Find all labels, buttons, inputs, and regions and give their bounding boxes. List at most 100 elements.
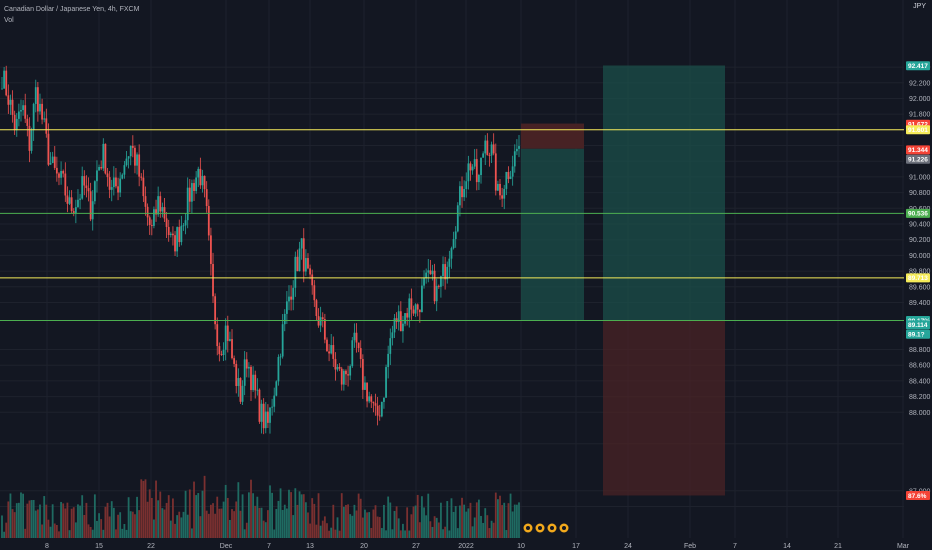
candle-body <box>161 207 164 212</box>
candle-body <box>207 206 210 236</box>
candle-body <box>383 397 385 402</box>
candle-body <box>364 382 366 390</box>
time-axis-panel[interactable] <box>0 538 932 550</box>
symbol-title[interactable]: Canadian Dollar / Japanese Yen, 4h, FXCM <box>4 6 140 13</box>
volume-bar <box>148 489 151 538</box>
volume-bar <box>216 496 219 538</box>
price-tick-label: 89.400 <box>909 300 931 307</box>
volume-bar <box>269 485 271 538</box>
volume-bar <box>279 488 282 538</box>
volume-bar <box>511 511 514 538</box>
volume-bar <box>296 504 299 538</box>
price-tag-label: 92.417 <box>908 63 928 70</box>
candle-body <box>32 103 35 131</box>
economic-event-icon-dot <box>526 526 530 530</box>
candle-body <box>169 233 172 236</box>
volume-bar <box>334 529 337 538</box>
candle-body <box>304 258 307 272</box>
candle-body <box>353 332 356 341</box>
price-tick-label: 88.400 <box>909 378 931 385</box>
volume-bar <box>180 517 183 538</box>
candle-body <box>340 368 343 385</box>
volume-bar <box>157 500 160 538</box>
price-tag-box <box>906 125 930 135</box>
candle-body <box>456 205 459 232</box>
short-position-stop-zone[interactable] <box>521 123 584 149</box>
candle-body <box>45 118 48 134</box>
candle-body <box>197 168 200 178</box>
volume-label[interactable]: Vol <box>4 17 14 24</box>
volume-bar <box>298 491 301 538</box>
candle-body <box>361 359 364 390</box>
candle-body <box>199 168 202 186</box>
candle-body <box>357 342 360 349</box>
volume-bar <box>494 492 497 538</box>
candle-body <box>256 389 259 391</box>
candle-body <box>58 173 60 178</box>
candle-body <box>323 319 326 340</box>
candle-body <box>216 324 219 347</box>
candle-body <box>319 317 322 326</box>
currency-label[interactable]: JPY <box>913 3 926 10</box>
volume-bar <box>440 502 442 538</box>
short-position-target-zone[interactable] <box>521 148 584 321</box>
volume-bar <box>239 510 242 538</box>
candle-body <box>70 197 73 212</box>
price-tag-box <box>906 273 930 283</box>
candle-body <box>389 338 392 354</box>
candle-body <box>159 196 162 212</box>
price-tag-box <box>906 320 930 330</box>
volume-bar <box>5 522 8 538</box>
volume-bar <box>503 502 506 538</box>
candle-body <box>307 258 309 269</box>
volume-bar <box>104 506 107 538</box>
candle-body <box>188 187 191 202</box>
volume-bar <box>254 505 257 538</box>
candle-body <box>172 233 174 236</box>
candle-body <box>62 170 65 174</box>
volume-bar <box>85 502 88 538</box>
candle-body <box>134 147 136 166</box>
volume-bar <box>58 531 60 538</box>
candle-body <box>144 196 147 207</box>
volume-bar <box>47 519 50 538</box>
time-axis[interactable]: 8 15 22 Dec 7 13 20 27 2022 10 17 24 Feb 7 14 21 Mar <box>0 538 932 550</box>
volume-bar <box>167 495 170 538</box>
price-tag-label: 90.536 <box>908 211 928 218</box>
long-position-stop-zone[interactable] <box>603 320 725 496</box>
volume-bar <box>182 511 185 538</box>
volume-bar <box>243 529 246 538</box>
candle-body <box>471 166 474 171</box>
volume-bar <box>281 509 284 538</box>
volume-bar <box>7 501 10 538</box>
candle-body <box>165 218 168 227</box>
candle-body <box>129 145 132 157</box>
volume-bar <box>321 520 324 538</box>
time-tick-label: 2022 <box>458 543 474 550</box>
candle-body <box>330 345 333 354</box>
volume-bar <box>448 530 451 538</box>
volume-bar <box>349 514 352 538</box>
candle-body <box>275 381 278 396</box>
volume-bar <box>212 503 214 538</box>
horizontal-levels[interactable] <box>0 129 904 322</box>
volume-bar <box>399 530 402 538</box>
volume-bar <box>87 524 90 538</box>
candle-body <box>475 159 478 183</box>
candle-body <box>3 70 6 89</box>
candle-body <box>351 340 354 367</box>
price-tag-label: 91.226 <box>908 156 928 163</box>
candle-body <box>47 133 50 165</box>
volume-bar <box>260 507 263 538</box>
long-position-target-zone[interactable] <box>603 65 725 321</box>
volume-bar <box>264 522 267 538</box>
volume-bar <box>218 508 221 538</box>
volume-bar <box>172 498 174 538</box>
candle-body <box>22 105 25 111</box>
candle-body <box>254 374 257 391</box>
volume-bar <box>387 496 390 538</box>
candle-body <box>43 118 46 120</box>
volume-bar <box>169 520 172 538</box>
event-markers[interactable] <box>523 523 569 533</box>
